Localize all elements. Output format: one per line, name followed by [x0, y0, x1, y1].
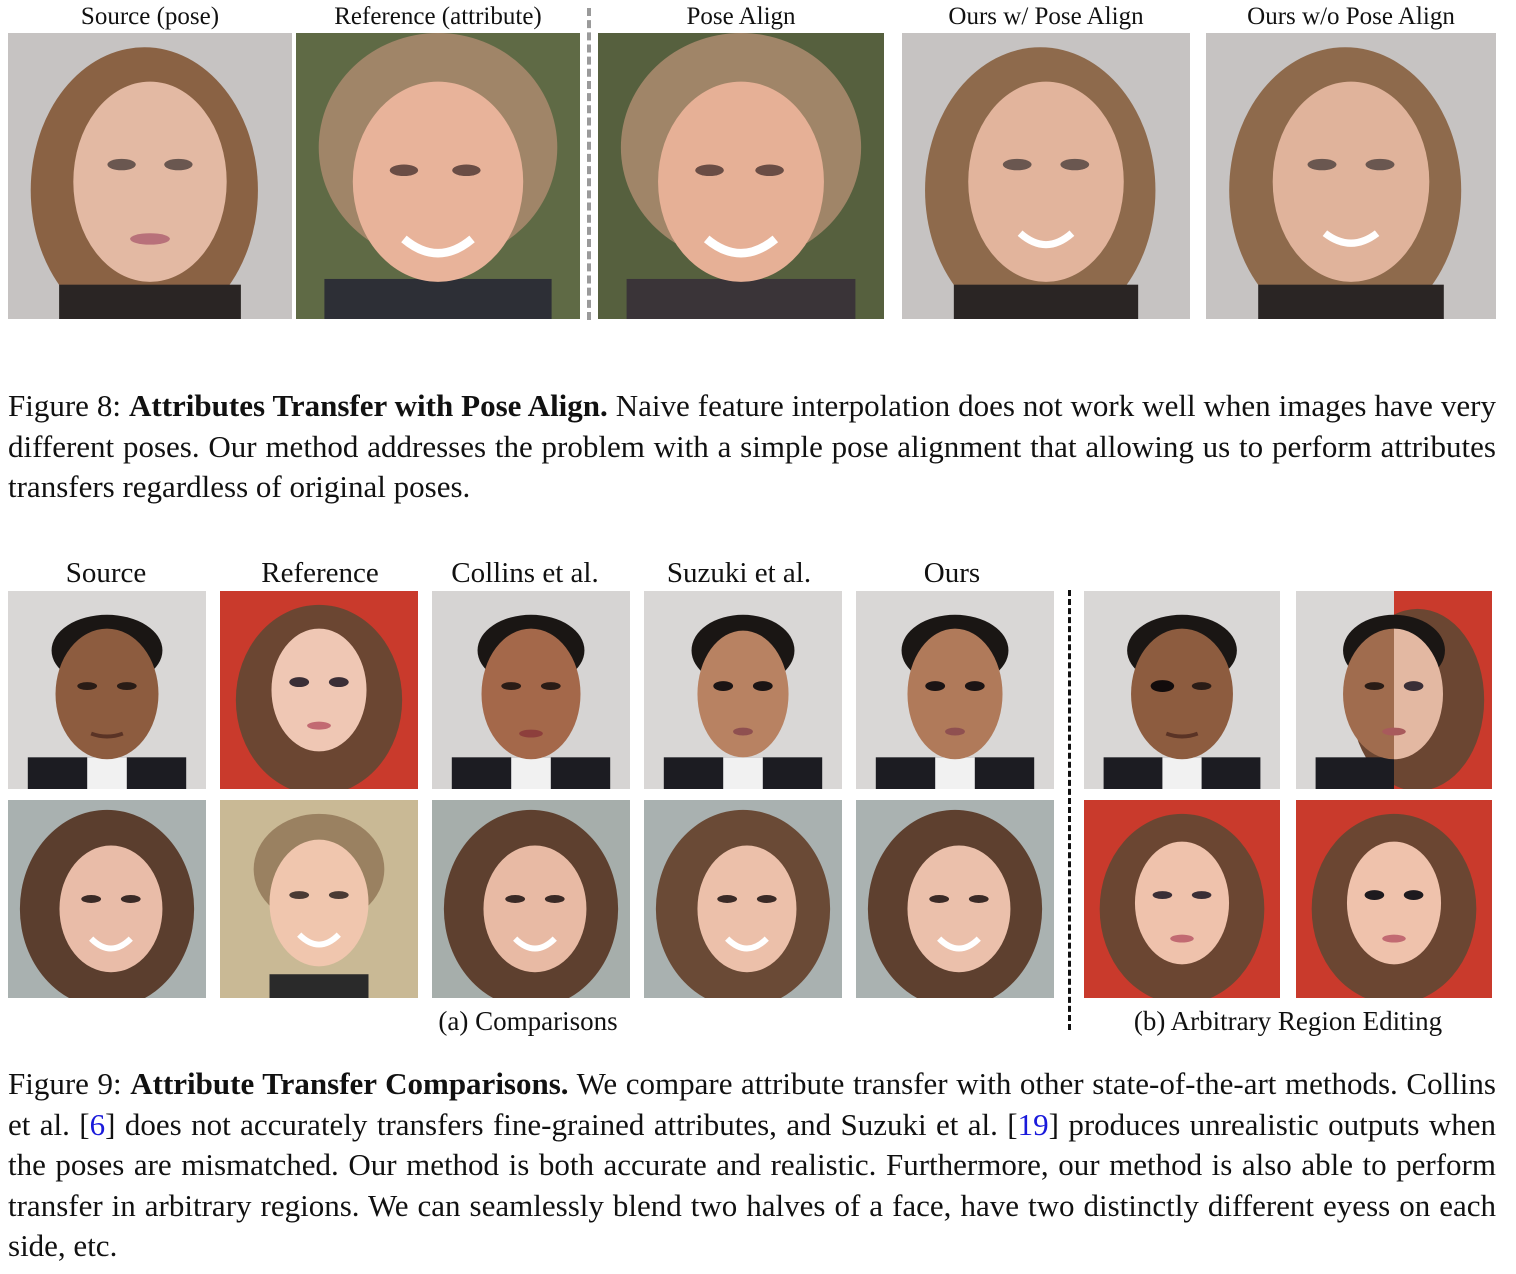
fig9-row1-reference [220, 591, 418, 789]
fig8-caption-title: Attributes Transfer with Pose Align. [129, 388, 608, 423]
fig9-row2-ours [856, 800, 1054, 998]
fig9-row2-suzuki [644, 800, 842, 998]
fig8-header-pose-align: Pose Align [686, 3, 796, 30]
fig8-separator [587, 8, 591, 320]
fig9-row1-ours [856, 591, 1054, 789]
fig8-image-ours-with [902, 33, 1190, 319]
fig9-subcaption-b: (b) Arbitrary Region Editing [1133, 1006, 1443, 1036]
fig9-caption-part3: ] produces unrealistic outputs when the … [8, 1106, 1497, 1264]
fig9-row1-suzuki [644, 591, 842, 789]
fig9-header-ours: Ours [923, 557, 981, 589]
fig8-image-reference [296, 33, 580, 319]
fig8-image-pose-align [598, 33, 884, 319]
fig9-header-source: Source [65, 557, 147, 589]
fig8-image-ours-without [1206, 33, 1496, 319]
fig9-caption: Figure 9: Attribute Transfer Comparisons… [8, 1064, 1496, 1267]
fig9-row1-source [8, 591, 206, 789]
fig9-row2-source [8, 800, 206, 998]
fig8-header-source: Source (pose) [80, 3, 220, 30]
fig9-caption-title: Attribute Transfer Comparisons. [130, 1066, 569, 1101]
fig8-image-source [8, 33, 292, 319]
fig9-edit-row1-b [1296, 591, 1492, 789]
fig9-caption-label: Figure 9: [8, 1066, 122, 1101]
fig8-caption-body: Naive feature interpolation does not wor… [8, 388, 1496, 504]
fig9-caption-part2: ] does not accurately transfers fine-gra… [105, 1106, 1018, 1142]
fig8-caption: Figure 8: Attributes Transfer with Pose … [8, 386, 1496, 508]
fig9-row2-collins [432, 800, 630, 998]
citation-link-19[interactable]: 19 [1017, 1106, 1049, 1142]
fig8-header-reference: Reference (attribute) [334, 3, 542, 30]
fig9-row1-collins [432, 591, 630, 789]
fig9-edit-row2-b [1296, 800, 1492, 998]
fig9-subcaption-a: (a) Comparisons [438, 1006, 618, 1036]
fig9-header-collins: Collins et al. [451, 557, 599, 589]
fig8-header-ours-with: Ours w/ Pose Align [948, 3, 1144, 30]
fig9-separator [1068, 590, 1071, 1030]
fig9-row2-reference [220, 800, 418, 998]
fig8-header-ours-without: Ours w/o Pose Align [1247, 3, 1455, 30]
fig9-header-suzuki: Suzuki et al. [666, 557, 812, 589]
fig8-caption-label: Figure 8: [8, 388, 122, 423]
fig9-caption-part1: We compare attribute transfer with other… [8, 1066, 1496, 1142]
citation-link-6[interactable]: 6 [89, 1106, 106, 1142]
fig9-edit-row1-a [1084, 591, 1280, 789]
fig9-header-reference: Reference [261, 557, 379, 589]
fig9-edit-row2-a [1084, 800, 1280, 998]
